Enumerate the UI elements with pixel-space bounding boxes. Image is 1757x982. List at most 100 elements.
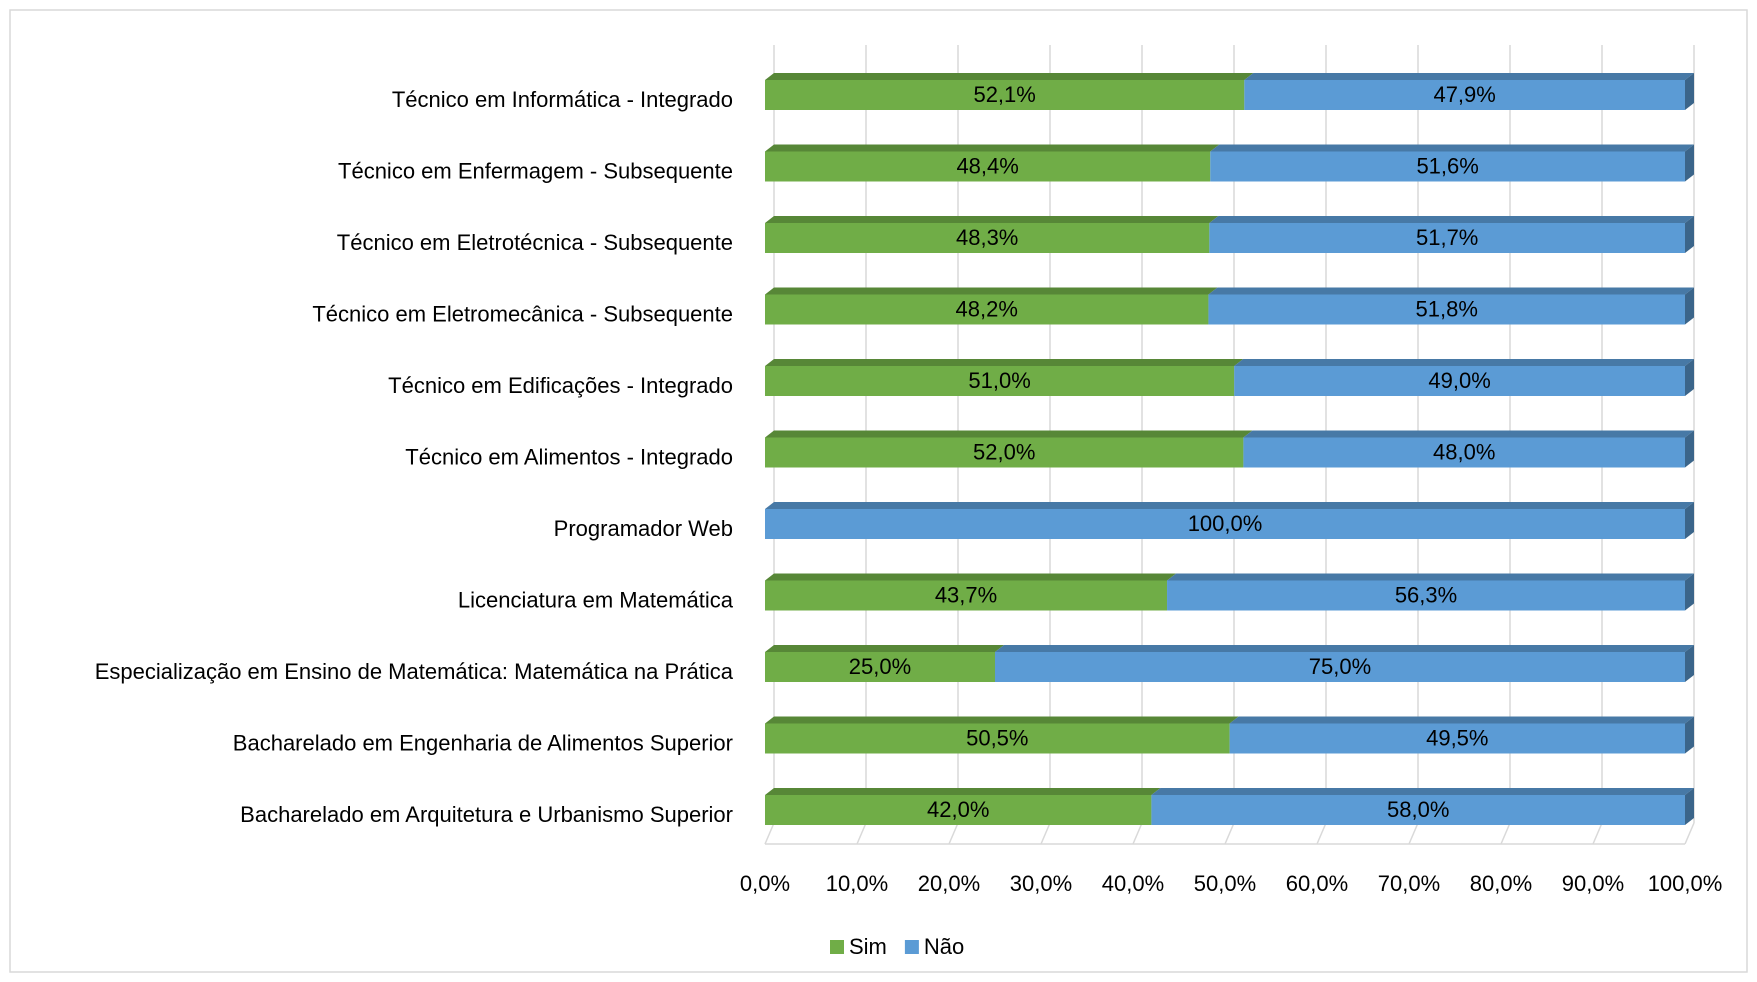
bar-face — [765, 795, 1152, 825]
category-label: Bacharelado em Arquitetura e Urbanismo S… — [240, 802, 733, 827]
bar-face — [1685, 359, 1694, 396]
bar — [765, 287, 1218, 325]
bar-face — [765, 437, 1244, 468]
bar — [765, 73, 1254, 110]
bar — [995, 645, 1694, 682]
bar-face — [1151, 795, 1685, 825]
bar-face — [1167, 573, 1694, 581]
data-label: 25,0% — [849, 654, 911, 679]
bar-face — [765, 645, 1004, 652]
bar-face — [1685, 430, 1694, 468]
bar-face — [765, 652, 995, 682]
bar — [765, 430, 1253, 468]
x-tick-label: 90,0% — [1562, 871, 1624, 896]
legend-swatch — [830, 940, 844, 954]
bar-face — [995, 645, 1694, 652]
bar — [765, 216, 1219, 253]
data-label: 52,1% — [973, 82, 1035, 107]
bar-face — [765, 73, 1254, 80]
x-tick-label: 100,0% — [1648, 871, 1723, 896]
x-tick-label: 80,0% — [1470, 871, 1532, 896]
bar-face — [1234, 359, 1694, 366]
bar — [765, 788, 1161, 825]
x-tick-label: 0,0% — [740, 871, 790, 896]
data-label: 48,0% — [1433, 439, 1495, 464]
data-label: 100,0% — [1188, 511, 1263, 536]
x-tick-label: 20,0% — [918, 871, 980, 896]
bar-face — [1243, 437, 1685, 468]
category-label: Especialização em Ensino de Matemática: … — [95, 659, 734, 684]
bar-face — [765, 294, 1209, 325]
bar-face — [1167, 580, 1685, 611]
bar-face — [765, 287, 1218, 295]
bar — [1167, 573, 1694, 611]
data-label: 49,5% — [1426, 725, 1488, 750]
x-tick-label: 30,0% — [1010, 871, 1072, 896]
bar-face — [1243, 430, 1694, 438]
grid-floor-line — [764, 822, 775, 845]
data-label: 75,0% — [1309, 654, 1371, 679]
bar-face — [1151, 788, 1694, 795]
bar-face — [765, 223, 1210, 253]
bar-face — [1209, 223, 1685, 253]
bar-face — [1208, 294, 1685, 325]
x-tick-label: 40,0% — [1102, 871, 1164, 896]
data-label: 51,0% — [968, 368, 1030, 393]
bar-face — [1685, 287, 1694, 325]
bar — [1209, 216, 1694, 253]
category-label: Técnico em Eletrotécnica - Subsequente — [337, 230, 733, 255]
grid-floor-line — [1408, 822, 1419, 845]
grid-floor-line — [1500, 822, 1511, 845]
bar-face — [765, 359, 1244, 366]
bar — [765, 502, 1694, 539]
bar-face — [1685, 788, 1694, 825]
x-tick-label: 60,0% — [1286, 871, 1348, 896]
grid-floor-line — [1040, 822, 1051, 845]
data-label: 52,0% — [973, 439, 1035, 464]
category-label: Bacharelado em Engenharia de Alimentos S… — [233, 730, 733, 755]
bar-face — [765, 366, 1235, 396]
data-label: 42,0% — [927, 797, 989, 822]
bar — [1151, 788, 1694, 825]
bar — [765, 144, 1220, 182]
bar — [765, 573, 1177, 611]
bar-face — [765, 430, 1253, 438]
bar — [1208, 287, 1694, 325]
category-label: Técnico em Eletromecânica - Subsequente — [312, 301, 733, 326]
legend-swatch — [904, 940, 919, 954]
bar-face — [765, 80, 1245, 110]
bar-face — [765, 216, 1219, 223]
bar — [1244, 73, 1694, 110]
bar-face — [1685, 73, 1694, 110]
bar — [765, 716, 1239, 754]
bar-face — [1208, 287, 1694, 295]
category-label: Técnico em Enfermagem - Subsequente — [338, 158, 733, 183]
data-label: 47,9% — [1433, 82, 1495, 107]
bar-face — [765, 151, 1211, 182]
bar — [1243, 430, 1694, 468]
bar — [765, 645, 1004, 682]
grid-floor-line — [1224, 822, 1235, 845]
data-label: 48,2% — [956, 296, 1018, 321]
bar-face — [1685, 716, 1694, 754]
bar — [1210, 144, 1694, 182]
bar-face — [1234, 366, 1685, 396]
bar — [1229, 716, 1694, 754]
data-label: 58,0% — [1387, 797, 1449, 822]
bar-face — [765, 723, 1230, 754]
bar-face — [765, 788, 1161, 795]
bar-face — [1685, 645, 1694, 682]
bar-face — [1244, 73, 1694, 80]
bar — [1234, 359, 1694, 396]
bar-face — [765, 580, 1168, 611]
data-label: 43,7% — [935, 582, 997, 607]
bar-face — [765, 502, 1694, 509]
legend-label: Não — [924, 934, 964, 959]
legend-label: Sim — [849, 934, 887, 959]
bar-face — [765, 144, 1220, 152]
data-label: 48,3% — [956, 225, 1018, 250]
category-label: Técnico em Edificações - Integrado — [388, 373, 733, 398]
bar-face — [1685, 573, 1694, 611]
bar-face — [1209, 216, 1694, 223]
